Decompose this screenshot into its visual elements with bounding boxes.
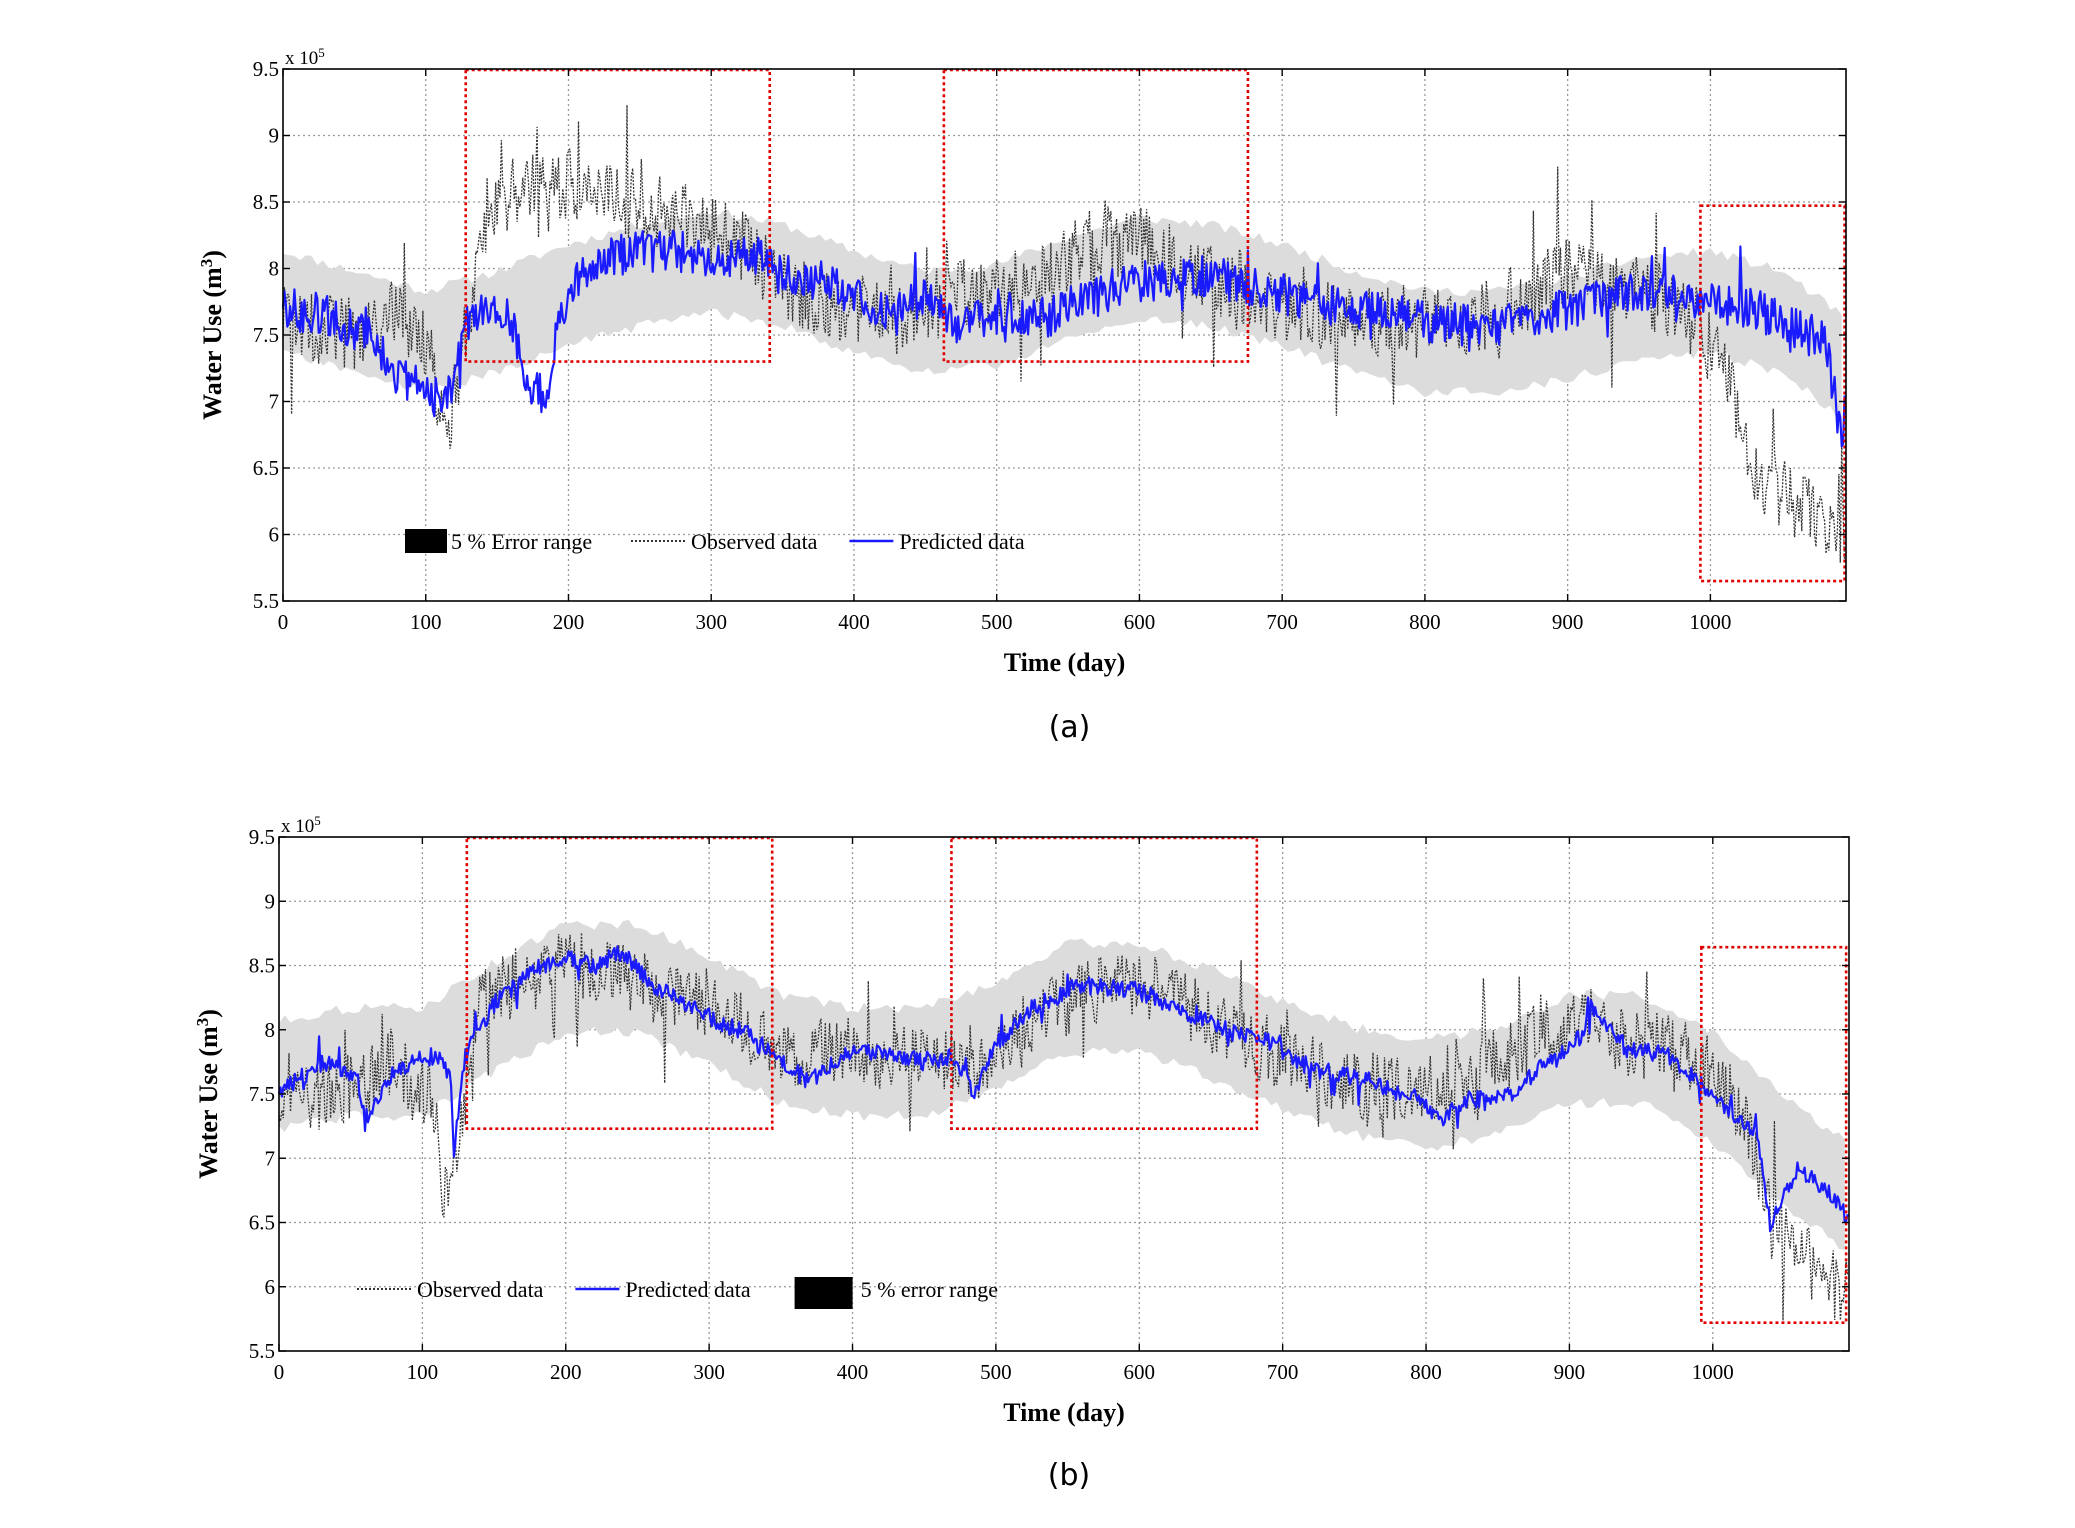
x-tick-label-700: 700	[1267, 1360, 1299, 1384]
y-tick-label-7: 7	[269, 390, 280, 414]
x-tick-label-800: 800	[1409, 610, 1441, 634]
x-tick-label-100: 100	[410, 610, 442, 634]
predicted-line-a	[281, 229, 1846, 448]
error-band-a	[283, 209, 1842, 418]
x-tick-label-0: 0	[274, 1360, 285, 1384]
x-tick-label-100: 100	[407, 1360, 439, 1384]
y-tick-label-6: 6	[269, 523, 280, 547]
highlight-box-b-2	[950, 836, 1259, 1130]
legend-label-predicted-a: Predicted data	[899, 529, 1024, 554]
y-tick-label-9: 9	[265, 889, 276, 913]
legend-label-observed-a: Observed data	[691, 529, 818, 554]
x-axis-label-b: Time (day)	[1003, 1398, 1125, 1427]
x-tick-label-700: 700	[1266, 610, 1298, 634]
y-tick-label-8.5: 8.5	[253, 190, 279, 214]
observed-series-a	[282, 104, 1846, 564]
y-tick-label-8: 8	[269, 257, 280, 281]
y-tick-label-7.5: 7.5	[253, 323, 279, 347]
x-tick-label-400: 400	[837, 1360, 869, 1384]
y-tick-label-7: 7	[265, 1146, 276, 1170]
x-tick-label-300: 300	[693, 1360, 725, 1384]
x-tick-label-1000: 1000	[1692, 1360, 1734, 1384]
y-tick-label-9: 9	[269, 124, 280, 148]
y-tick-label-6: 6	[265, 1275, 276, 1299]
highlight-boxes-a	[464, 68, 1846, 583]
legend-swatch-band-a	[405, 529, 447, 553]
y-axis-label-a: Water Use (m3)	[197, 250, 228, 420]
y-multiplier-a: x 105	[285, 45, 325, 70]
observed-line-b	[278, 932, 1849, 1321]
error-band-area-a	[283, 209, 1842, 418]
x-tick-label-0: 0	[278, 610, 289, 634]
x-tick-label-900: 900	[1554, 1360, 1586, 1384]
y-tick-label-6.5: 6.5	[253, 456, 279, 480]
highlight-box-a-1	[464, 68, 772, 363]
highlight-box-b-1	[465, 836, 774, 1130]
x-tick-label-600: 600	[1124, 1360, 1156, 1384]
y-tick-label-5.5: 5.5	[249, 1339, 275, 1363]
x-tick-label-500: 500	[980, 1360, 1012, 1384]
y-tick-label-6.5: 6.5	[249, 1211, 275, 1235]
observed-series-b	[278, 932, 1849, 1321]
x-tick-label-500: 500	[981, 610, 1013, 634]
predicted-series-a	[281, 229, 1846, 448]
chart-panel-a: 0 100 200 300 400 500 600 700 800 900 1000 5.5 6 6.5 7…	[197, 45, 1847, 677]
panel-caption-a: (a)	[1048, 710, 1091, 745]
observed-line-a	[282, 104, 1846, 564]
highlight-box-a-2	[942, 68, 1250, 363]
predicted-line-b	[277, 945, 1849, 1233]
x-axis-label-a: Time (day)	[1004, 648, 1126, 677]
x-tick-label-300: 300	[695, 610, 727, 634]
x-tick-label-600: 600	[1124, 610, 1156, 634]
error-band-b	[279, 920, 1845, 1250]
x-tick-label-200: 200	[553, 610, 585, 634]
y-tick-label-9.5: 9.5	[249, 825, 275, 849]
legend-b: Observed data Predicted data 5 % error ran…	[357, 1277, 998, 1309]
y-multiplier-b: x 105	[281, 813, 321, 838]
legend-a: 5 % Error range Observed data Predicted da…	[405, 529, 1025, 554]
y-tick-label-8.5: 8.5	[249, 954, 275, 978]
x-tick-label-200: 200	[550, 1360, 582, 1384]
predicted-series-b	[277, 945, 1849, 1233]
legend-label-predicted-b: Predicted data	[625, 1277, 750, 1302]
x-tick-label-900: 900	[1552, 610, 1584, 634]
chart-panel-b: 0 100 200 300 400 500 600 700 800 900 1000 5.5 6 6.5 7…	[193, 813, 1850, 1427]
highlight-boxes-b	[465, 836, 1848, 1325]
y-axis-label-b: Water Use (m3)	[193, 1009, 224, 1179]
axes-b: 0 100 200 300 400 500 600 700 800 900 1000 5.5 6 6.5 7…	[249, 825, 1850, 1384]
legend-swatch-band-b	[794, 1277, 853, 1309]
x-tick-label-800: 800	[1410, 1360, 1442, 1384]
x-tick-label-1000: 1000	[1689, 610, 1731, 634]
highlight-box-a-3	[1699, 204, 1846, 583]
legend-label-observed-b: Observed data	[417, 1277, 544, 1302]
y-tick-label-9.5: 9.5	[253, 57, 279, 81]
panel-caption-b: (b)	[1047, 1458, 1091, 1493]
legend-label-band-b: 5 % error range	[861, 1277, 998, 1302]
y-tick-label-7.5: 7.5	[249, 1082, 275, 1106]
legend-label-band-a: 5 % Error range	[451, 529, 592, 554]
y-tick-label-5.5: 5.5	[253, 589, 279, 613]
error-band-area-b	[279, 920, 1845, 1250]
y-tick-label-8: 8	[265, 1018, 276, 1042]
axes-a: 0 100 200 300 400 500 600 700 800 900 1000 5.5 6 6.5 7…	[253, 57, 1847, 634]
highlight-box-b-3	[1700, 945, 1848, 1325]
x-tick-label-400: 400	[838, 610, 870, 634]
